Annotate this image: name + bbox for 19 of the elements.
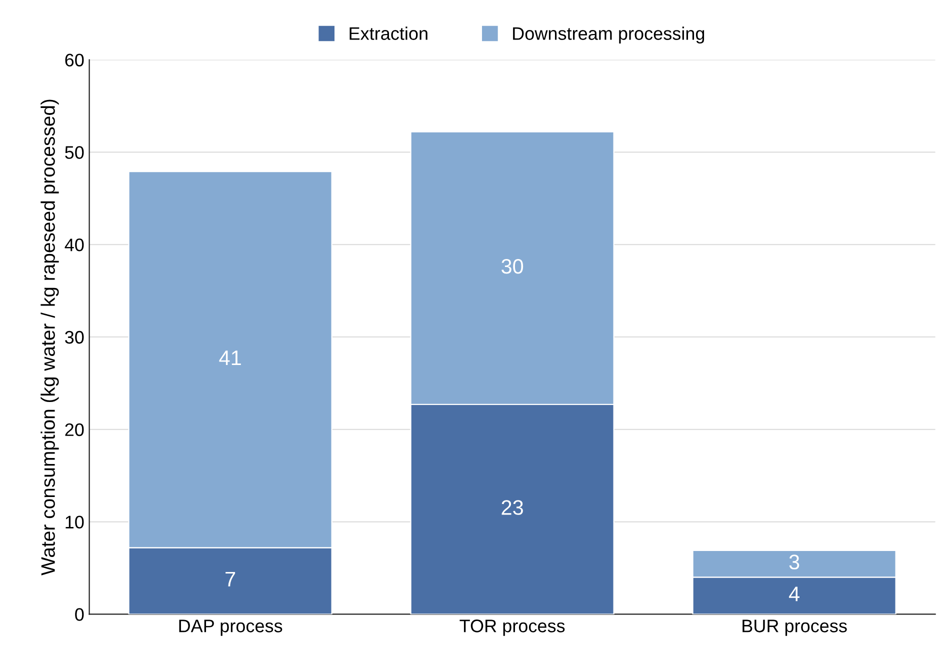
data-label: 23	[502, 500, 523, 515]
y-tick-label: 10	[66, 516, 84, 529]
data-label: 4	[788, 586, 800, 602]
data-label: 41	[219, 350, 241, 366]
x-tick-label: DAP process	[179, 620, 282, 636]
y-tick-label: 20	[65, 423, 84, 436]
y-tick-label: 0	[75, 608, 84, 621]
data-label: 3	[789, 554, 800, 570]
x-tick-label: BUR process	[742, 620, 847, 636]
legend-label: Downstream processing	[513, 26, 704, 44]
y-tick-label: 40	[64, 238, 84, 252]
legend-label: Extraction	[350, 26, 428, 40]
data-label: 7	[226, 572, 236, 586]
y-axis-title: Water consumption (kg water / kg rapeseed processed)	[40, 100, 59, 576]
y-tick-label: 60	[65, 54, 84, 66]
y-tick-label: 30	[65, 330, 84, 344]
y-tick-label: 50	[65, 146, 84, 159]
data-label: 30	[502, 258, 524, 274]
x-tick-label: TOR process	[460, 620, 565, 636]
